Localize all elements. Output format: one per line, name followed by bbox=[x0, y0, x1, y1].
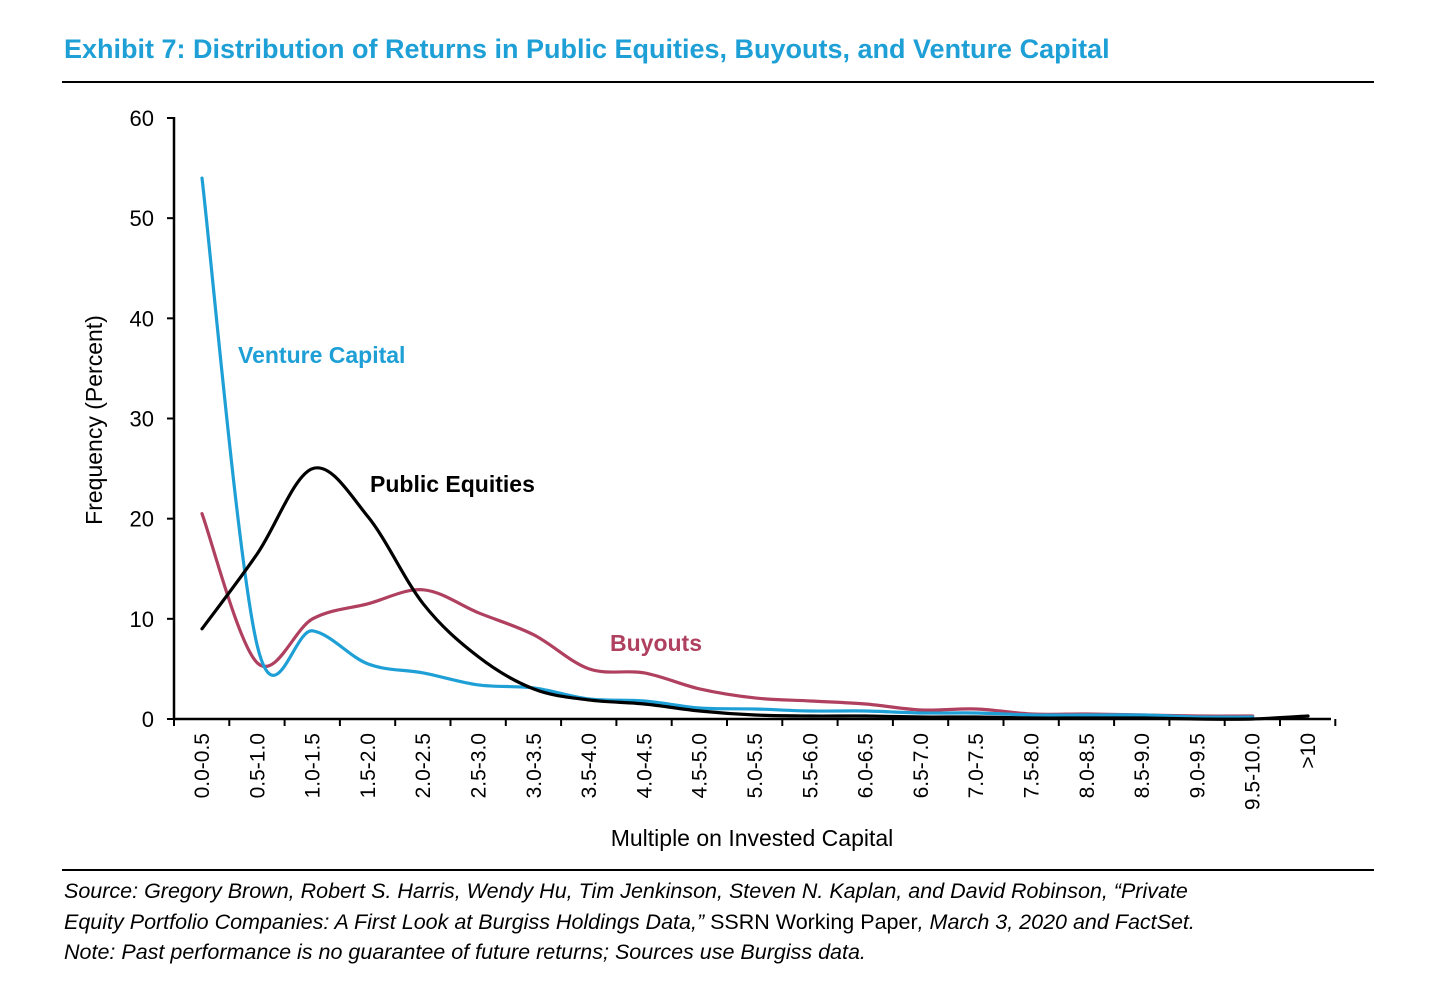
series-line-buyouts bbox=[200, 512, 1255, 718]
x-tick-label: 9.5-10.0 bbox=[1242, 733, 1265, 810]
bottom-rule bbox=[62, 869, 1374, 871]
line-chart: 0 10 20 30 40 50 60 0.0-0.5 0.5-1.0 1.0-1.5 1.5-2… bbox=[81, 106, 1337, 851]
source-text-1: Source: Gregory Brown, Robert S. Harris,… bbox=[64, 879, 1188, 903]
x-tick-label: 8.5-9.0 bbox=[1131, 733, 1154, 798]
source-line-2: Equity Portfolio Companies: A First Look… bbox=[64, 907, 1364, 938]
y-tick-label: 0 bbox=[142, 707, 154, 732]
note-line: Note: Past performance is no guarantee o… bbox=[64, 937, 1364, 968]
series-label-buyouts: Buyouts bbox=[610, 630, 702, 656]
y-tick-label: 10 bbox=[130, 607, 154, 632]
series-label-public-equities: Public Equities bbox=[370, 471, 535, 497]
x-tick-label: 7.5-8.0 bbox=[1021, 733, 1044, 798]
x-tick-label: 7.0-7.5 bbox=[965, 733, 988, 798]
y-axis-ticks: 0 10 20 30 40 50 60 bbox=[130, 106, 174, 732]
x-tick-label: 9.0-9.5 bbox=[1186, 733, 1209, 798]
y-tick-label: 60 bbox=[130, 106, 154, 131]
x-tick-label: 2.5-3.0 bbox=[468, 733, 491, 798]
source-footnote: Source: Gregory Brown, Robert S. Harris,… bbox=[64, 876, 1364, 968]
x-tick-label: 4.0-4.5 bbox=[633, 733, 656, 798]
y-tick-label: 40 bbox=[130, 306, 154, 331]
series-label-venture-capital: Venture Capital bbox=[238, 342, 405, 368]
series-lines bbox=[200, 176, 1310, 721]
x-tick-label: 1.0-1.5 bbox=[302, 733, 325, 798]
y-tick-label: 20 bbox=[130, 507, 154, 532]
source-text-2a: Equity Portfolio Companies: A First Look… bbox=[64, 909, 705, 934]
source-line-1: Source: Gregory Brown, Robert S. Harris,… bbox=[64, 876, 1364, 907]
x-tick-label: 6.5-7.0 bbox=[910, 733, 933, 798]
y-tick-label: 50 bbox=[130, 206, 154, 231]
y-tick-label: 30 bbox=[130, 407, 154, 432]
x-tick-label: 5.5-6.0 bbox=[799, 733, 822, 798]
x-tick-label: 0.5-1.0 bbox=[246, 733, 269, 798]
x-tick-label: 2.0-2.5 bbox=[412, 733, 435, 798]
x-tick-label: 1.5-2.0 bbox=[357, 733, 380, 798]
exhibit-title: Exhibit 7: Distribution of Returns in Pu… bbox=[64, 34, 1110, 64]
x-tick-label: 4.5-5.0 bbox=[689, 733, 712, 798]
x-axis-title: Multiple on Invested Capital bbox=[611, 825, 894, 851]
series-line-venture-capital bbox=[200, 176, 1255, 719]
x-tick-label: 8.0-8.5 bbox=[1076, 733, 1099, 798]
source-text-2b: SSRN Working Paper bbox=[704, 909, 918, 934]
source-text-2c: , March 3, 2020 and FactSet. bbox=[917, 909, 1195, 934]
y-axis-title: Frequency (Percent) bbox=[81, 315, 107, 525]
x-tick-label: 3.5-4.0 bbox=[578, 733, 601, 798]
x-axis-ticks: 0.0-0.5 0.5-1.0 1.0-1.5 1.5-2.0 2.0-2.5 2.5-3… bbox=[173, 719, 1337, 810]
x-tick-label: 6.0-6.5 bbox=[855, 733, 878, 798]
x-tick-label: 0.0-0.5 bbox=[191, 733, 214, 798]
x-tick-label: 3.0-3.5 bbox=[523, 733, 546, 798]
x-tick-label: 5.0-5.5 bbox=[744, 733, 767, 798]
note-text: Note: Past performance is no guarantee o… bbox=[64, 940, 866, 964]
top-rule bbox=[62, 81, 1374, 83]
series-line-public-equities bbox=[200, 466, 1310, 721]
x-tick-label: >10 bbox=[1297, 733, 1320, 769]
